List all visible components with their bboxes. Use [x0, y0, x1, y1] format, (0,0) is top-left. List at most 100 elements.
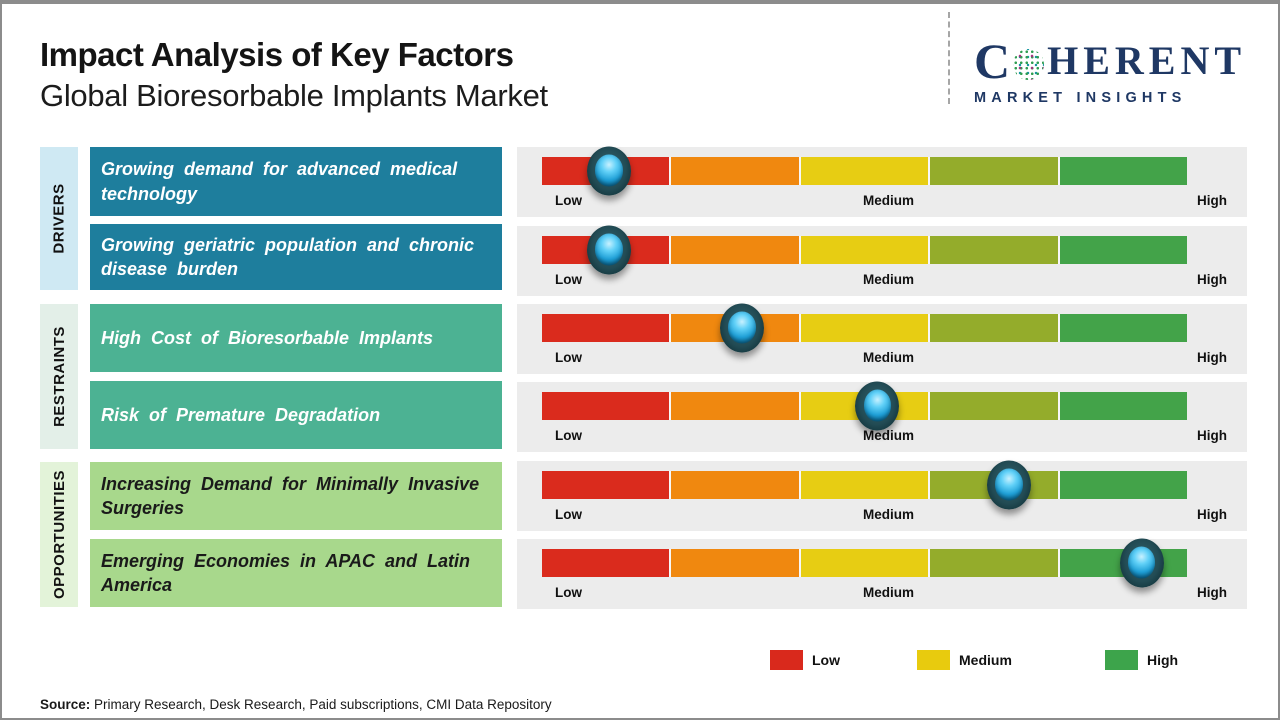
scale-segment-olive	[930, 314, 1058, 342]
scale-label-high: High	[1197, 507, 1227, 522]
logo-wordmark: C HERENT	[974, 36, 1246, 86]
scale-segment-orange	[671, 236, 799, 264]
page-title: Impact Analysis of Key Factors	[40, 36, 514, 73]
impact-scale-bar	[542, 460, 1188, 510]
logo-letters-herent: HERENT	[1047, 38, 1247, 83]
scale-segment-red	[542, 549, 670, 577]
factor-text: Increasing Demand for Minimally Invasive…	[101, 473, 480, 518]
scale-segment-yellow	[800, 471, 929, 499]
scale-label-low: Low	[555, 350, 582, 365]
legend-swatch-high	[1105, 650, 1138, 670]
scale-label-medium: Medium	[863, 272, 915, 287]
impact-marker	[587, 146, 632, 196]
scale-segment-olive	[930, 236, 1058, 264]
category-label-drivers: DRIVERS	[50, 183, 68, 254]
factor-text: Growing geriatric population and chronic…	[101, 234, 475, 279]
logo-letter-c: C	[974, 33, 1013, 89]
source-text: Primary Research, Desk Research, Paid su…	[90, 697, 552, 712]
legend-label-low: Low	[812, 652, 840, 668]
scale-label-high: High	[1197, 350, 1227, 365]
scale-label-low: Low	[555, 428, 582, 443]
legend-swatch-low	[770, 650, 803, 670]
scale-label-low: Low	[555, 272, 582, 287]
scale-segment-yellow	[800, 549, 929, 577]
scale-segment-olive	[930, 392, 1058, 420]
scale-segment-red	[542, 471, 670, 499]
factor-text: Growing demand for advanced medical tech…	[101, 159, 458, 204]
factor-box-restraint-2: Risk of Premature Degradation	[90, 381, 502, 449]
factor-box-restraint-1: High Cost of Bioresorbable Implants	[90, 304, 502, 372]
impact-marker	[1119, 538, 1164, 588]
page-subtitle: Global Bioresorbable Implants Market	[40, 77, 548, 113]
category-strip-opportunities: OPPORTUNITIES	[40, 462, 78, 607]
scale-label-medium: Medium	[863, 428, 915, 443]
scale-segment-yellow	[800, 314, 929, 342]
legend-item-high: High	[1105, 650, 1178, 670]
impact-scale-row-5: Low Medium High	[517, 460, 1247, 531]
impact-scale-bar	[542, 303, 1188, 353]
scale-segment-red	[542, 314, 670, 342]
scale-label-high: High	[1197, 193, 1227, 208]
impact-scale-bar	[542, 538, 1188, 588]
coherent-logo: C HERENT MARKET INSIGHTS	[974, 12, 1246, 106]
category-label-restraints: RESTRAINTS	[50, 326, 68, 427]
impact-scale-row-1: Low Medium High	[517, 146, 1247, 217]
scale-segment-yellow	[800, 157, 929, 185]
scale-segment-orange	[671, 549, 799, 577]
scale-segment-green	[1059, 236, 1188, 264]
impact-marker	[986, 460, 1031, 510]
dashed-divider	[948, 12, 950, 104]
scale-label-medium: Medium	[863, 585, 915, 600]
scale-segment-green	[1059, 392, 1188, 420]
scale-segment-green	[1059, 314, 1188, 342]
impact-scale-bar	[542, 381, 1188, 431]
impact-scale-row-3: Low Medium High	[517, 303, 1247, 374]
impact-scale-row-2: Low Medium High	[517, 225, 1247, 296]
factor-text: Risk of Premature Degradation	[101, 404, 381, 425]
factor-text: Emerging Economies in APAC and Latin Ame…	[101, 550, 471, 595]
factor-box-opportunity-1: Increasing Demand for Minimally Invasive…	[90, 462, 502, 530]
impact-marker	[719, 303, 764, 353]
factor-box-opportunity-2: Emerging Economies in APAC and Latin Ame…	[90, 539, 502, 607]
category-strip-restraints: RESTRAINTS	[40, 304, 78, 449]
scale-label-medium: Medium	[863, 193, 915, 208]
brand-logo: C HERENT MARKET INSIGHTS	[948, 12, 1246, 106]
source-label: Source:	[40, 697, 91, 712]
scale-label-high: High	[1197, 585, 1227, 600]
scale-segment-olive	[930, 549, 1058, 577]
legend-item-low: Low	[770, 650, 840, 670]
impact-marker	[855, 381, 900, 431]
scale-segment-green	[1059, 471, 1188, 499]
scale-segment-orange	[671, 471, 799, 499]
scale-label-medium: Medium	[863, 350, 915, 365]
scale-segment-orange	[671, 392, 799, 420]
category-label-opportunities: OPPORTUNITIES	[50, 469, 68, 600]
factor-box-driver-1: Growing demand for advanced medical tech…	[90, 147, 502, 216]
scale-segment-olive	[930, 157, 1058, 185]
scale-label-medium: Medium	[863, 507, 915, 522]
scale-segment-red	[542, 392, 670, 420]
impact-scale-row-4: Low Medium High	[517, 381, 1247, 452]
header-titles: Impact Analysis of Key Factors Global Bi…	[40, 34, 548, 114]
impact-scale-row-6: Low Medium High	[517, 538, 1247, 609]
scale-label-low: Low	[555, 585, 582, 600]
scale-segment-green	[1059, 157, 1188, 185]
scale-label-high: High	[1197, 272, 1227, 287]
category-strip-drivers: DRIVERS	[40, 147, 78, 290]
impact-scale-bar	[542, 146, 1188, 196]
logo-tagline: MARKET INSIGHTS	[974, 90, 1187, 106]
source-line: Source: Primary Research, Desk Research,…	[40, 697, 552, 712]
scale-segment-yellow	[800, 236, 929, 264]
legend-item-medium: Medium	[917, 650, 1012, 670]
impact-scale-bar	[542, 225, 1188, 275]
globe-icon	[1013, 48, 1045, 80]
scale-label-high: High	[1197, 428, 1227, 443]
legend-label-high: High	[1147, 652, 1179, 668]
factor-box-driver-2: Growing geriatric population and chronic…	[90, 224, 502, 290]
scale-label-low: Low	[555, 193, 582, 208]
legend-swatch-medium	[917, 650, 950, 670]
legend-label-medium: Medium	[959, 652, 1012, 668]
factor-text: High Cost of Bioresorbable Implants	[101, 327, 434, 348]
scale-segment-orange	[671, 157, 799, 185]
